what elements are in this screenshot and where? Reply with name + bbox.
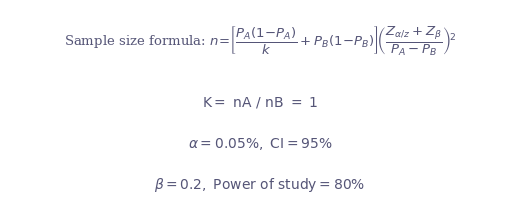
Text: $\alpha = 0.05\%\mathrm{,\ CI} = 95\%$: $\alpha = 0.05\%\mathrm{,\ CI} = 95\%$: [188, 136, 332, 152]
Text: $\mathrm{K{=}\ nA\ /\ nB\ {=}\ 1}$: $\mathrm{K{=}\ nA\ /\ nB\ {=}\ 1}$: [202, 96, 318, 110]
Text: Sample size formula: $n\!=\!\left[\dfrac{P_A(1\!-\!P_A)}{k}+P_B(1\!-\!P_B)\right: Sample size formula: $n\!=\!\left[\dfrac…: [64, 25, 456, 58]
Text: $\beta = 0.2\mathrm{,\ Power\ of\ study} = 80\%$: $\beta = 0.2\mathrm{,\ Power\ of\ study}…: [154, 176, 366, 194]
